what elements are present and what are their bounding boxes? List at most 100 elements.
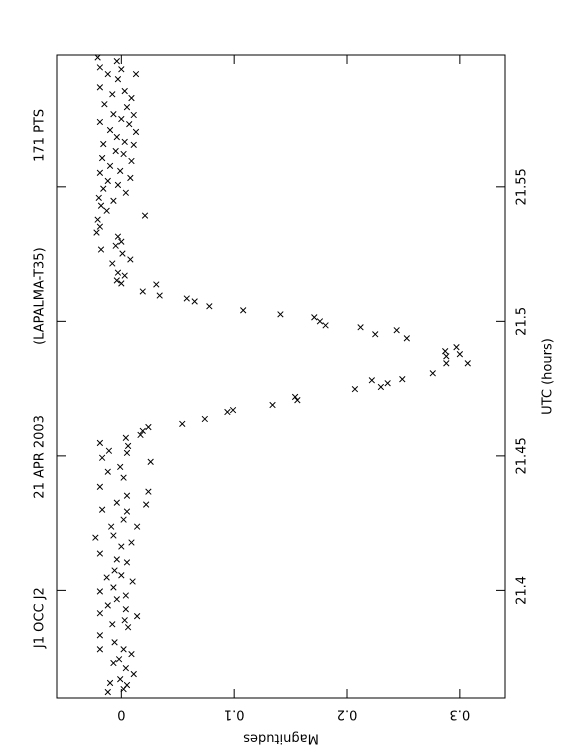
x-axis-label: UTC (hours) [541,338,556,415]
data-point [206,303,213,310]
data-point [443,360,450,367]
data-point [117,676,124,683]
data-point [291,393,299,401]
y-tick-label: 0.2 [337,707,358,722]
data-point [112,147,119,155]
data-point [104,70,111,78]
data-point [123,508,131,515]
data-point [113,596,120,603]
data-point [118,572,125,579]
data-point [122,434,129,441]
data-point [114,233,122,240]
data-point [139,288,146,295]
data-point [124,442,132,450]
data-point [128,94,135,102]
data-point [113,58,120,65]
data-point [126,120,133,128]
data-point [399,376,406,383]
data-point [113,133,120,141]
data-point [103,574,110,581]
data-point [372,331,379,338]
data-point [96,483,104,490]
data-point [121,87,128,95]
data-point [96,646,104,653]
data-point [120,646,127,653]
data-point [110,111,117,118]
data-point [106,679,114,687]
plot-frame [56,54,506,699]
data-point [96,223,104,230]
x-tick-label: 21.55 [515,168,530,205]
data-point [393,327,400,334]
data-point [130,111,137,119]
data-point [120,474,127,481]
data-point [132,70,140,78]
data-point [101,101,108,108]
data-point [111,567,118,574]
data-point [269,401,276,409]
data-point [132,128,140,136]
data-point [130,670,137,678]
data-point [464,360,471,367]
data-point [109,260,116,267]
data-point [351,385,359,393]
data-point [153,281,160,288]
data-point [128,539,135,546]
data-point [442,348,449,355]
data-point [147,458,154,465]
data-point [111,639,118,646]
data-point [142,501,150,508]
data-point [456,351,464,358]
data-point [316,318,324,325]
data-point [121,272,128,279]
data-point [110,659,117,667]
data-point [357,324,364,331]
data-point [294,397,301,404]
data-point [96,588,104,595]
data-point [94,54,101,61]
data-point [110,197,117,204]
data-point [95,194,102,202]
data-point [98,154,106,162]
data-point [105,447,113,454]
data-point [123,559,131,566]
data-point [129,578,136,585]
data-point [120,685,127,693]
data-point [120,516,127,523]
data-point [179,420,186,428]
data-point [117,463,124,471]
data-point [118,238,125,245]
data-point [122,664,129,672]
data-point [114,269,122,276]
data-point [145,423,152,431]
data-point [97,202,105,209]
data-point [229,406,237,414]
data-point [92,534,99,541]
data-point [96,550,104,557]
data-point [108,523,115,530]
x-tick-label: 21.5 [515,307,530,336]
data-point [109,91,116,98]
data-point [403,335,410,342]
data-point [277,311,284,318]
data-point [127,256,134,263]
data-point [123,492,131,499]
data-point [122,189,129,196]
data-point [124,624,132,631]
title-part: (LAPALMA-T35) [33,247,48,345]
y-axis-label: Magnitudes [243,731,319,746]
data-point [104,177,111,185]
data-point [94,216,101,223]
data-point [119,250,126,257]
data-point [201,415,208,423]
data-point [96,610,104,617]
x-tick-label: 21.4 [515,576,530,605]
data-point [224,408,231,416]
data-point [384,380,391,387]
data-point [115,656,123,663]
data-point [443,353,450,360]
data-point [120,150,127,158]
data-point [122,606,129,613]
data-point [133,613,141,620]
